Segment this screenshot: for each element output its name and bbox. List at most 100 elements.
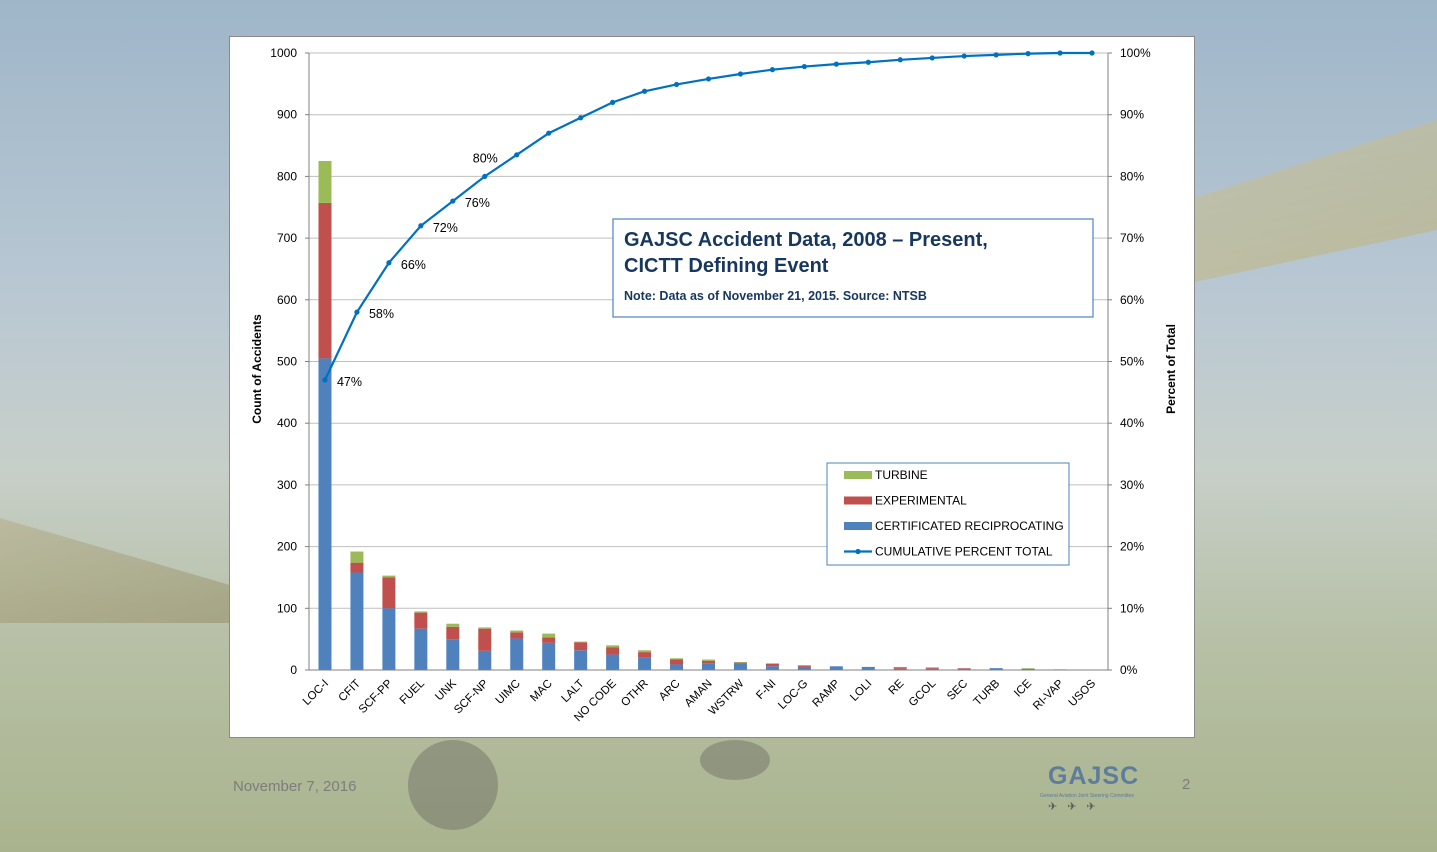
cumulative-data-label: 72% [433,221,458,235]
logo-name: GAJSC [1048,762,1140,790]
bar-segment-certificated-reciprocating [478,650,492,670]
bar-segment-certificated-reciprocating [414,628,428,670]
bar-segment-turbine [733,661,747,663]
x-tick-label: USOS [1067,677,1099,709]
bar-segment-turbine [702,659,715,661]
y-axis-title: Count of Accidents [250,314,264,424]
y-tick-label: 800 [277,169,297,183]
bar-segment-certificated-reciprocating [733,663,747,670]
cumulative-point [1025,51,1031,57]
bar-segment-experimental [318,202,332,359]
x-tick-label: SCF-PP [357,677,396,716]
y2-tick-label: 0% [1120,663,1138,677]
x-tick-label: SCF-NP [452,677,491,716]
y2-tick-label: 10% [1120,601,1144,615]
bar-segment-certificated-reciprocating [957,668,971,670]
bar-segment-experimental [702,660,715,664]
cumulative-point [833,61,839,67]
x-tick-label: TURB [972,677,1003,708]
chart-axes: 0 100 200 300 400 500 600 700 800 900 1000 0% 10% 20%… [270,46,1151,677]
bar-segment-experimental [478,628,492,651]
bar-segment-certificated-reciprocating [542,642,556,670]
legend-label: CERTIFICATED RECIPROCATING [875,519,1064,533]
bar-segment-turbine [574,641,588,643]
background-wheel-right [700,740,770,780]
bar-segment-turbine [510,630,524,633]
cumulative-data-label: 47% [337,375,362,389]
chart-title-line-1: GAJSC Accident Data, 2008 – Present, [624,229,988,251]
cumulative-point [322,377,328,383]
bar-segment-experimental [638,652,652,658]
y2-axis-title: Percent of Total [1164,324,1178,414]
cumulative-point [897,57,903,63]
bar-segment-certificated-reciprocating [606,654,620,670]
bar-segment-turbine [765,663,779,664]
bar-segment-turbine [638,650,652,653]
bar-segment-certificated-reciprocating [510,638,524,670]
y-tick-label: 1000 [270,46,297,60]
bar-segment-certificated-reciprocating [1021,668,1035,670]
cumulative-point [769,67,776,73]
y-tick-label: 100 [277,601,297,615]
bar-segment-turbine [1021,668,1035,669]
chart-panel: 0 100 200 300 400 500 600 700 800 900 1000 0% 10% 20%… [229,36,1195,738]
chart-legend: TURBINE EXPERIMENTAL CERTIFICATED RECIPROC… [826,462,1070,566]
y-tick-label: 200 [277,540,297,554]
bar-segment-turbine [318,160,332,203]
bar-segment-experimental [350,562,364,573]
bar-segment-certificated-reciprocating [765,666,779,670]
cumulative-point [546,130,552,136]
cumulative-point [705,76,712,82]
cumulative-point [482,173,488,179]
chart-subtitle: Note: Data as of November 21, 2015. Sour… [624,289,927,303]
cumulative-point [450,198,456,204]
bar-segment-certificated-reciprocating [893,668,907,670]
bar-segment-certificated-reciprocating [318,358,332,670]
x-tick-label: GCOL [907,677,939,709]
bar-segment-turbine [414,611,428,613]
cumulative-point [354,309,360,315]
y2-tick-label: 80% [1120,169,1144,183]
bar-segment-experimental [414,612,428,629]
x-tick-label: RI-VAP [1031,677,1066,712]
y2-tick-label: 90% [1120,108,1144,122]
chart-bars [318,160,1067,670]
y-tick-label: 600 [277,293,297,307]
x-tick-label: LALT [559,678,586,705]
plane-icons: ✈✈✈ [1048,801,1106,813]
bar-segment-experimental [733,662,747,664]
cumulative-point [418,223,424,229]
x-tick-label: LOC-I [301,678,331,708]
cumulative-point [961,53,967,59]
y2-tick-label: 30% [1120,478,1144,492]
y2-tick-label: 100% [1120,46,1151,60]
legend-label: EXPERIMENTAL [875,494,967,508]
x-tick-label: F-NI [754,678,778,702]
bar-segment-certificated-reciprocating [829,666,843,670]
bar-segment-experimental [542,637,556,643]
bar-segment-certificated-reciprocating [382,608,396,670]
cumulative-point [1057,50,1063,56]
y2-tick-label: 50% [1120,355,1144,369]
bar-segment-turbine [670,658,684,660]
cumulative-point [673,81,680,88]
cumulative-point [386,260,392,266]
cumulative-point [641,88,648,94]
x-tick-label: LOLI [848,678,874,704]
cumulative-point [929,55,935,61]
chart-title-box: GAJSC Accident Data, 2008 – Present, CIC… [612,218,1094,318]
x-tick-label: RE [887,677,907,697]
cumulative-line-group: 47% 58% 66% 72% 76% 80% [322,50,1095,389]
bar-segment-certificated-reciprocating [925,668,939,670]
pareto-chart: 0 100 200 300 400 500 600 700 800 900 1000 0% 10% 20%… [250,46,1178,724]
legend-label: TURBINE [875,468,928,482]
legend-swatch [844,522,872,530]
bar-segment-experimental [446,626,460,640]
bar-segment-certificated-reciprocating [574,650,588,670]
cumulative-point [514,152,520,158]
cumulative-data-label: 58% [369,307,394,321]
y2-tick-label: 40% [1120,416,1144,430]
cumulative-point [993,52,999,58]
x-tick-label: WSTRW [707,678,747,718]
x-tick-label: FUEL [398,677,428,707]
